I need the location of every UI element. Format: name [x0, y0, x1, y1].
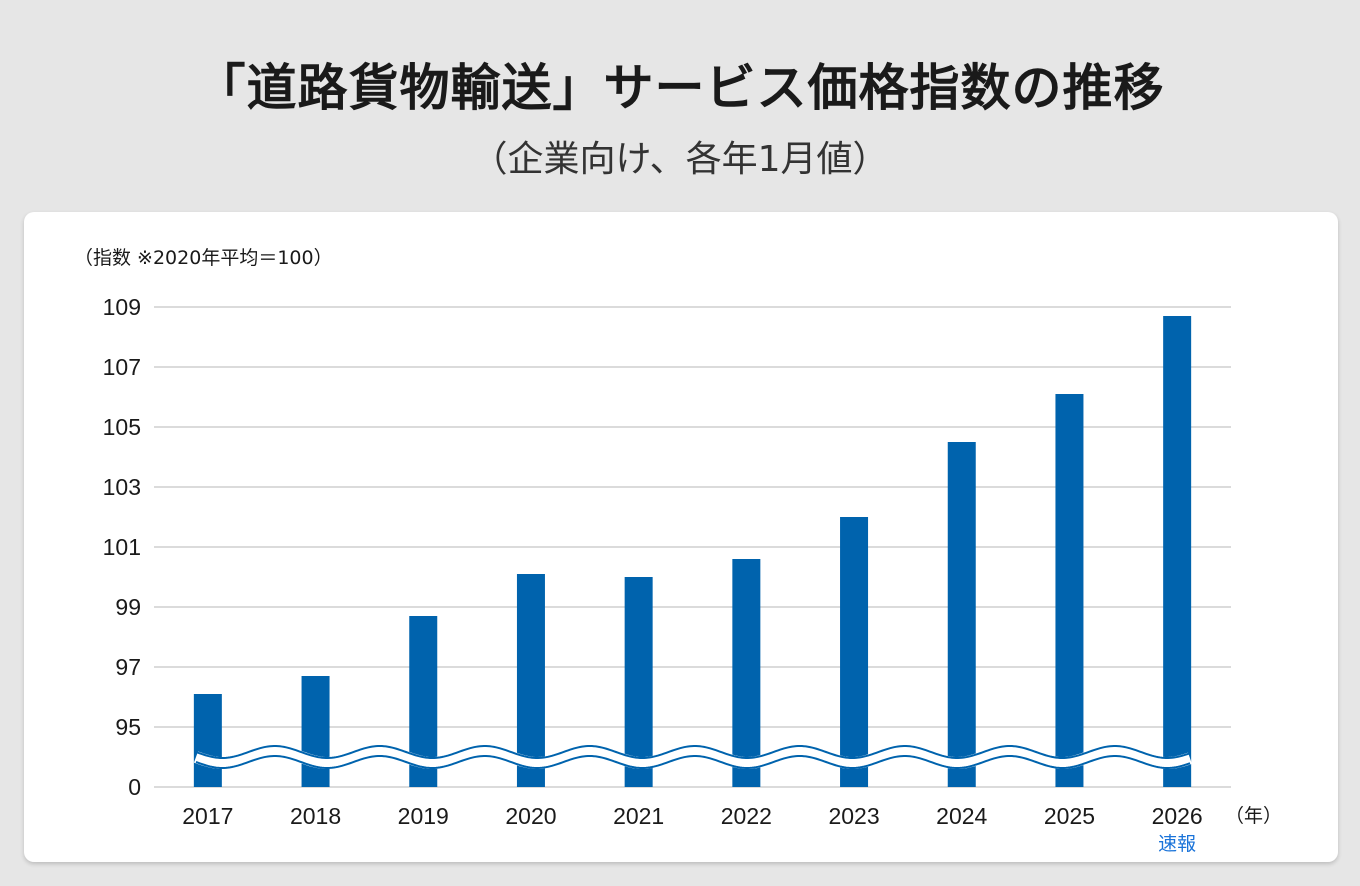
- x-tick-label: 2020: [505, 803, 556, 829]
- y-axis-label: （指数 ※2020年平均＝100）: [74, 247, 333, 269]
- bar-2024: [947, 442, 976, 787]
- bar-2017: [193, 694, 222, 787]
- x-tick-label: 2017: [182, 803, 233, 829]
- x-tick-label: 2023: [828, 803, 879, 829]
- bar-2020: [516, 574, 545, 787]
- x-tick-label: 2019: [398, 803, 449, 829]
- axis-break-line: [195, 744, 1191, 760]
- bar-2021: [624, 577, 653, 787]
- y-tick-label: 101: [103, 534, 141, 560]
- x-tick-label: 2021: [613, 803, 664, 829]
- bar-2018: [301, 676, 330, 787]
- x-tick-label: 2024: [936, 803, 987, 829]
- y-tick-label: 109: [103, 294, 141, 320]
- axis-break-line: [195, 754, 1191, 770]
- bar-chart: （指数 ※2020年平均＝100） 0 95 97 99 101 103 105 107 109 2…: [74, 247, 1282, 855]
- chart-title: 「道路貨物輸送」サービス価格指数の推移: [195, 59, 1165, 117]
- x-axis-label: （年）: [1225, 805, 1282, 827]
- chart-subtitle: （企業向け、各年1月値）: [471, 139, 889, 180]
- axis-break-mask: [193, 744, 1192, 770]
- y-tick-label: 95: [115, 714, 141, 740]
- y-tick-label: 103: [103, 474, 141, 500]
- bar-2026: [1163, 316, 1192, 787]
- bar-2023: [840, 517, 869, 787]
- y-tick-label: 105: [103, 414, 141, 440]
- bar-2025: [1055, 394, 1084, 787]
- y-tick-label: 0: [128, 774, 141, 800]
- preliminary-note: 速報: [1158, 833, 1196, 855]
- x-tick-label: 2022: [721, 803, 772, 829]
- bar-2022: [732, 559, 761, 787]
- y-tick-label: 107: [103, 354, 141, 380]
- x-tick-label: 2026: [1152, 803, 1203, 829]
- x-tick-label: 2018: [290, 803, 341, 829]
- x-tick-label: 2025: [1044, 803, 1095, 829]
- y-tick-label: 97: [115, 654, 141, 680]
- chart-card: （指数 ※2020年平均＝100） 0 95 97 99 101 103 105 107 109 2…: [24, 212, 1338, 862]
- y-tick-label: 99: [115, 594, 141, 620]
